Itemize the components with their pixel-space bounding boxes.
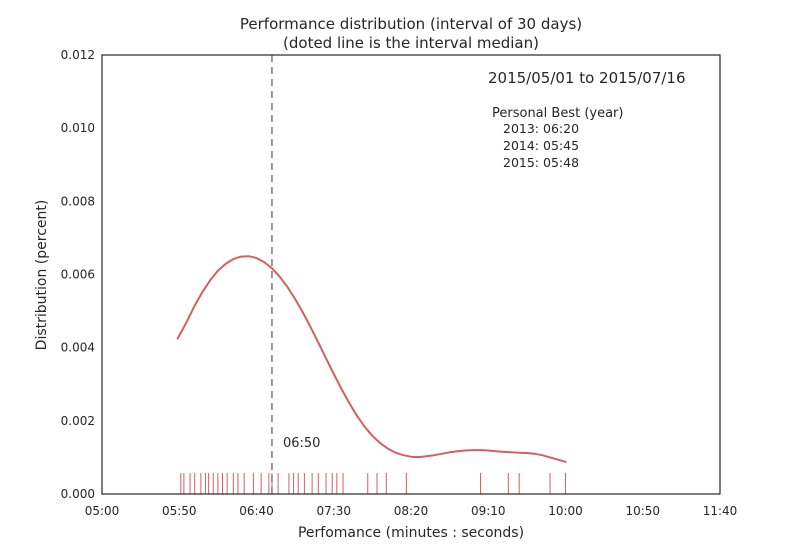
x-axis-label: Perfomance (minutes : seconds) [298, 525, 524, 541]
y-axis-label: Distribution (percent) [34, 200, 50, 351]
distribution-curve-layer [176, 255, 567, 463]
x-tick-label-6: 10:00 [548, 504, 583, 518]
personal-best-2014: 2014: 05:45 [503, 138, 579, 153]
y-tick-label-0: 0.000 [61, 487, 95, 501]
y-tick-label-4: 0.008 [61, 194, 95, 208]
personal-best-title: Personal Best (year) [492, 106, 623, 121]
date-range-annotation: 2015/05/01 to 2015/07/16 [488, 69, 686, 87]
x-tick-label-0: 05:00 [85, 504, 120, 518]
chart-subtitle: (doted line is the interval median) [283, 34, 539, 52]
plot-frame [101, 54, 721, 495]
x-tick-label-1: 05:50 [162, 504, 197, 518]
y-tick-label-3: 0.006 [61, 268, 95, 282]
y-tick-label-1: 0.002 [61, 414, 95, 428]
y-axis-ticks: 0.000 0.002 0.004 0.006 0.008 0.010 0.012 [61, 48, 95, 501]
x-tick-label-5: 09:10 [471, 504, 506, 518]
personal-best-2013: 2013: 06:20 [503, 121, 579, 136]
distribution-curve-0 [176, 255, 567, 463]
y-tick-label-5: 0.010 [61, 121, 95, 135]
x-tick-label-2: 06:40 [239, 504, 274, 518]
x-tick-label-3: 07:30 [316, 504, 351, 518]
median-layer: 06:50 [271, 55, 320, 494]
personal-best-2015: 2015: 05:48 [503, 155, 579, 170]
x-tick-label-7: 10:50 [625, 504, 660, 518]
median-label: 06:50 [283, 436, 320, 451]
x-tick-label-8: 11:40 [703, 504, 738, 518]
chart-title: Performance distribution (interval of 30… [240, 15, 582, 33]
x-axis-ticks: 05:00 05:50 06:40 07:30 08:20 09:10 10:00 10:50… [85, 504, 738, 518]
y-tick-label-2: 0.004 [61, 341, 95, 355]
rug-marks [180, 473, 566, 494]
y-tick-label-6: 0.012 [61, 48, 95, 62]
x-tick-label-4: 08:20 [394, 504, 429, 518]
